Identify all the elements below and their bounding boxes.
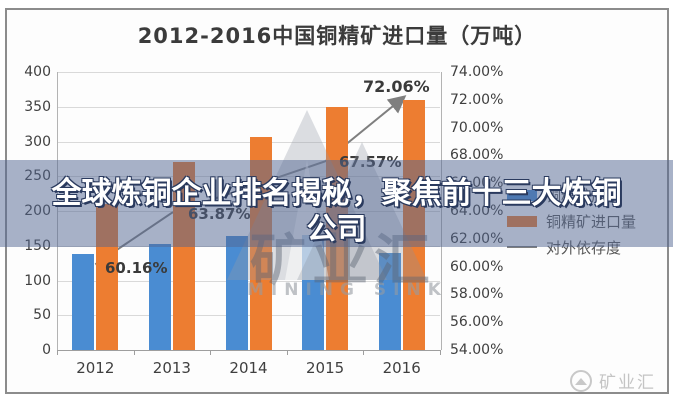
left-axis-tick-label: 400: [24, 64, 51, 80]
right-axis-tick-label: 54.00%: [450, 342, 504, 358]
right-axis-tick-label: 56.00%: [450, 314, 504, 331]
x-axis-tick: [210, 351, 212, 355]
line-point-label: 72.06%: [363, 77, 430, 96]
left-axis-tick-label: 0: [42, 342, 51, 358]
headline-banner: 全球炼铜企业排名揭秘，聚焦前十三大炼铜 公司: [0, 160, 673, 247]
bar-production: [148, 243, 171, 350]
x-axis-category-label: 2013: [152, 359, 191, 377]
x-axis-tick: [133, 351, 135, 355]
corner-logo: 矿业汇: [570, 368, 656, 393]
right-axis-tick-label: 72.00%: [450, 91, 504, 108]
headline-line2: 公司: [306, 212, 367, 247]
bar-production: [225, 236, 248, 350]
corner-logo-text: 矿业汇: [599, 373, 656, 393]
gridline: [57, 72, 440, 73]
watermark-en-text: MINING SINK: [247, 280, 448, 300]
x-axis-category-label: 2015: [306, 359, 345, 377]
x-axis-tick: [57, 351, 58, 355]
right-axis-tick-label: 58.00%: [450, 286, 504, 303]
gridline: [57, 280, 440, 282]
legend-swatch-gray-line: [507, 246, 537, 248]
headline-line1: 全球炼铜企业排名揭秘，聚焦前十三大炼铜: [51, 176, 622, 211]
x-axis-category-label: 2014: [229, 359, 268, 377]
right-axis-tick-label: 70.00%: [450, 119, 504, 136]
x-axis-tick: [286, 351, 288, 355]
left-axis-tick-label: 300: [24, 133, 51, 150]
x-axis-tick: [363, 351, 365, 355]
right-axis-tick-label: 74.00%: [450, 64, 504, 80]
x-axis-tick: [440, 351, 441, 355]
bar-production: [378, 253, 401, 350]
left-axis-tick-label: 350: [24, 98, 51, 115]
chart-title: 2012-2016中国铜精矿进口量（万吨）: [137, 24, 537, 48]
left-axis-tick-label: 100: [24, 272, 51, 289]
gridline: [57, 315, 440, 317]
right-axis-tick-label: 68.00%: [450, 147, 504, 164]
left-axis-tick-label: 50: [33, 307, 51, 324]
x-axis-category-label: 2012: [76, 359, 115, 377]
mountain-logo-icon: [570, 369, 592, 392]
right-axis-tick-label: 60.00%: [450, 258, 504, 275]
bar-production: [72, 254, 95, 350]
x-axis-line: [57, 350, 441, 351]
line-point-label: 60.16%: [105, 259, 168, 277]
x-axis-category-label: 2016: [382, 359, 421, 377]
